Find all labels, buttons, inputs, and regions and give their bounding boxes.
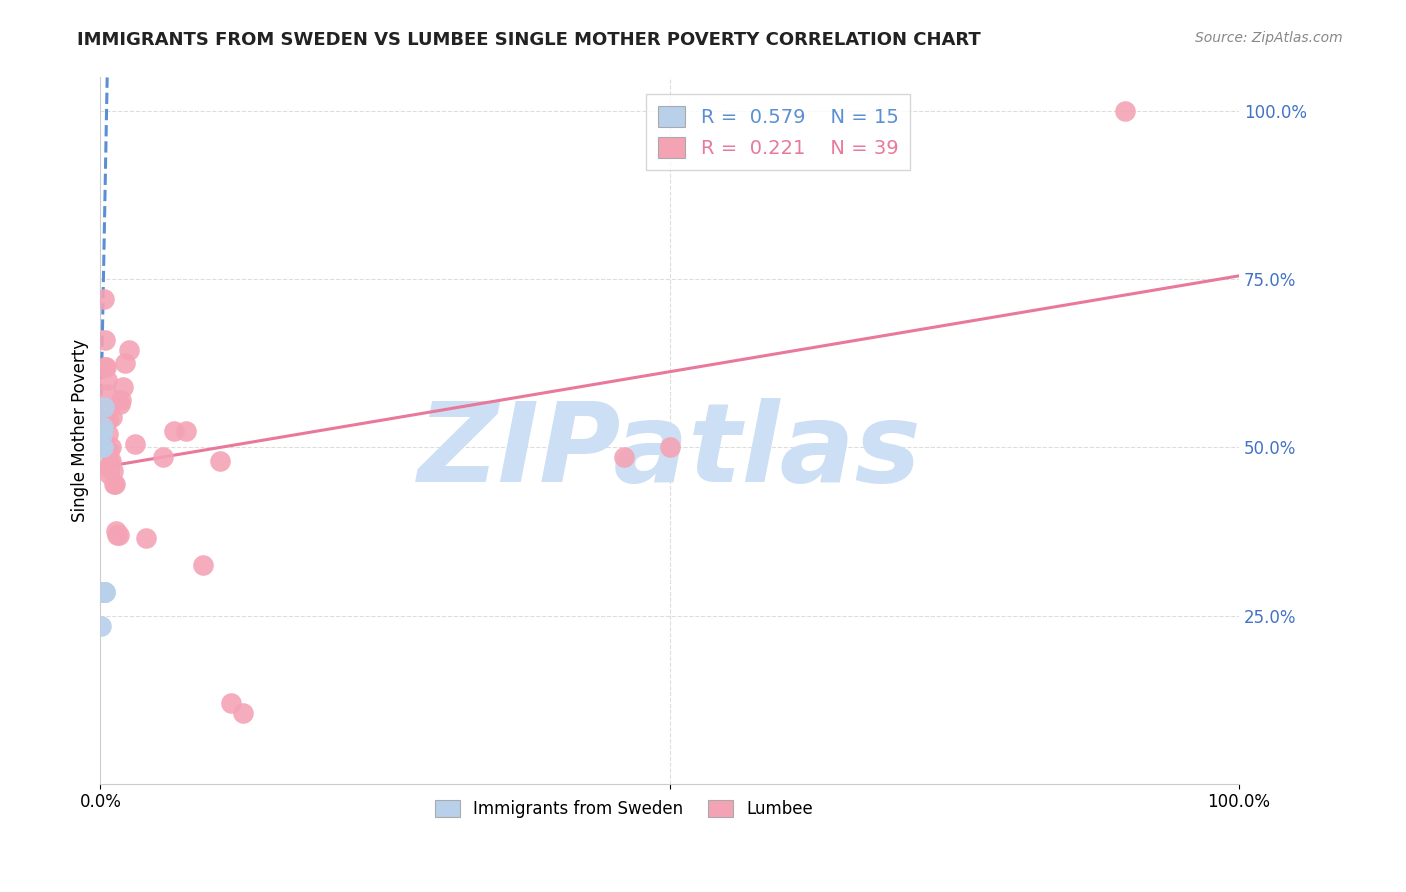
Point (152, 450, 174, 465)
Point (112, 380, 135, 394)
Point (100, 410, 122, 425)
Point (100, 441, 122, 455)
Y-axis label: Single Mother Poverty: Single Mother Poverty (72, 339, 89, 522)
Point (93, 585, 115, 599)
Point (90, 618, 112, 632)
Point (191, 558, 214, 573)
Point (118, 343, 141, 357)
Point (108, 397, 131, 411)
Point (90, 585, 112, 599)
Point (613, 450, 636, 465)
Point (93, 585, 115, 599)
Point (658, 441, 681, 455)
Point (94, 359, 117, 374)
Point (91, 426, 114, 441)
Point (91, 585, 114, 599)
Point (174, 424, 197, 438)
Point (94, 333, 117, 347)
Point (91, 585, 114, 599)
Text: ZIPatlas: ZIPatlas (418, 398, 921, 505)
Point (100, 454, 122, 468)
Point (91, 441, 114, 455)
Point (93, 293, 115, 307)
Point (90, 585, 112, 599)
Point (93, 585, 115, 599)
Point (91, 420, 114, 434)
Point (94, 585, 117, 599)
Point (1114, 104, 1136, 119)
Point (91, 441, 114, 455)
Point (219, 696, 242, 710)
Point (103, 477, 125, 491)
Point (232, 706, 254, 720)
Point (135, 531, 157, 545)
Point (96, 373, 118, 387)
Point (163, 424, 186, 438)
Point (97, 403, 120, 417)
Point (93, 585, 115, 599)
Point (101, 464, 124, 478)
Point (98, 467, 121, 482)
Point (96, 386, 118, 401)
Legend: Immigrants from Sweden, Lumbee: Immigrants from Sweden, Lumbee (427, 793, 820, 825)
Point (107, 528, 129, 542)
Point (97, 443, 120, 458)
Point (114, 356, 136, 370)
Point (110, 393, 132, 408)
Point (107, 528, 129, 542)
Point (97, 413, 120, 427)
Text: IMMIGRANTS FROM SWEDEN VS LUMBEE SINGLE MOTHER POVERTY CORRELATION CHART: IMMIGRANTS FROM SWEDEN VS LUMBEE SINGLE … (77, 31, 981, 49)
Point (104, 477, 127, 491)
Point (97, 460, 120, 475)
Point (97, 426, 120, 441)
Point (105, 524, 128, 539)
Point (208, 454, 231, 468)
Point (124, 437, 146, 451)
Point (94, 359, 117, 374)
Point (93, 400, 115, 414)
Text: Source: ZipAtlas.com: Source: ZipAtlas.com (1195, 31, 1343, 45)
Point (98, 457, 121, 471)
